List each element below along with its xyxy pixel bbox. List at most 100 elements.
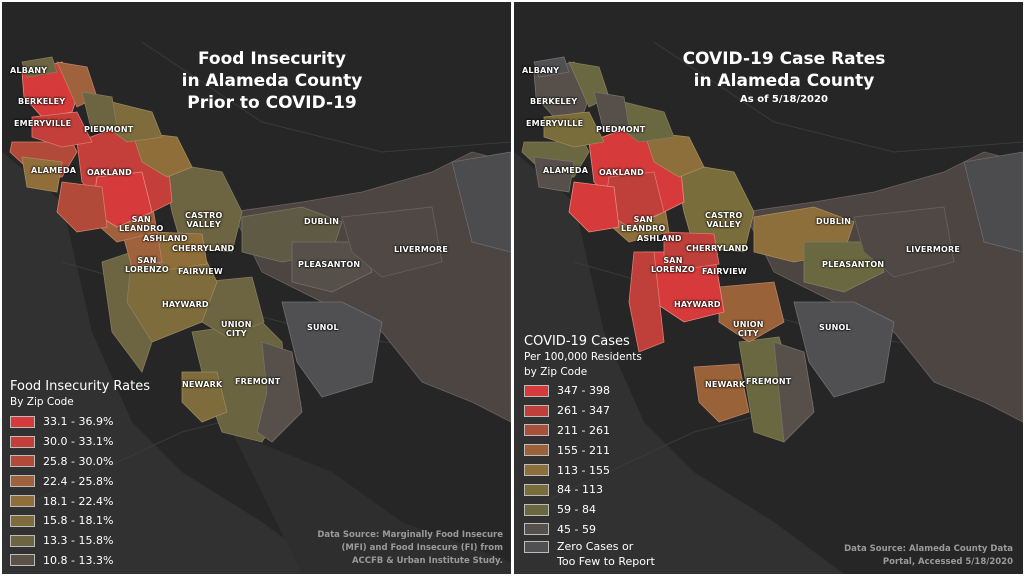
place-piedmont: PIEDMONT: [596, 125, 646, 134]
left-title-line-3: Prior to COVID-19: [187, 93, 357, 113]
place-cherryland: CHERRYLAND: [172, 244, 235, 253]
legend-swatch: [10, 554, 35, 567]
place-union-city: UNION CITY: [733, 320, 764, 338]
legend-label: 211 - 261: [557, 423, 610, 437]
right-map-subtitle: As of 5/18/2020: [740, 94, 828, 105]
place-pleasanton: PLEASANTON: [298, 260, 361, 269]
legend-item-zero-cases: Zero Cases or Too Few to Report: [524, 539, 655, 573]
legend-item: 113 - 155: [524, 460, 655, 480]
legend-label: 30.0 - 33.1%: [43, 435, 114, 449]
food-insecurity-map-panel: Food Insecurity in Alameda County Prior …: [2, 2, 511, 574]
place-fairview: FAIRVIEW: [178, 267, 223, 276]
legend-subtitle: By Zip Code: [10, 396, 74, 408]
legend-item: 22.4 - 25.8%: [10, 471, 150, 491]
right-title-line-2: in Alameda County: [693, 71, 875, 91]
legend-label: 15.8 - 18.1%: [43, 514, 114, 528]
legend-label: 84 - 113: [557, 483, 603, 497]
place-castro-valley: CASTRO VALLEY: [185, 211, 223, 229]
legend-swatch: [10, 455, 35, 468]
legend-label: 347 - 398: [557, 384, 610, 398]
legend-label: 33.1 - 36.9%: [43, 415, 114, 429]
right-source-line-2: Portal, Accessed 5/18/2020: [882, 557, 1013, 567]
place-dublin: DUBLIN: [816, 217, 852, 226]
legend-label: 155 - 211: [557, 443, 610, 457]
legend-label: 59 - 84: [557, 503, 596, 517]
place-castro-valley: CASTRO VALLEY: [705, 211, 743, 229]
left-source-line-1: Data Source: Marginally Food Insecure: [317, 530, 503, 540]
place-san-leandro: SAN LEANDRO: [621, 215, 666, 233]
left-source-line-3: ACCFB & Urban Institute Study.: [351, 556, 503, 566]
legend-item: 10.8 - 13.3%: [10, 551, 150, 571]
place-livermore: LIVERMORE: [394, 245, 449, 254]
legend-label: Zero Cases or Too Few to Report: [557, 539, 655, 569]
legend-item: 59 - 84: [524, 500, 655, 520]
legend-title-line-3: by Zip Code: [524, 366, 588, 378]
place-sunol: SUNOL: [819, 323, 851, 332]
legend-item: 30.0 - 33.1%: [10, 432, 150, 452]
place-berkeley: BERKELEY: [530, 97, 578, 106]
covid-cases-legend: COVID-19 Cases Per 100,000 Residents by …: [524, 333, 655, 573]
zero-label-line-2: Too Few to Report: [557, 555, 655, 569]
legend-label: 261 - 347: [557, 404, 610, 418]
left-title-line-2: in Alameda County: [181, 71, 363, 91]
place-san-leandro: SAN LEANDRO: [119, 215, 164, 233]
left-source-line-2: (MFI) and Food Insecure (FI) from: [341, 543, 504, 553]
place-livermore: LIVERMORE: [906, 245, 961, 254]
food-insecurity-legend: Food Insecurity Rates By Zip Code 33.1 -…: [10, 378, 150, 570]
legend-label: 45 - 59: [557, 522, 596, 536]
place-union-city: UNION CITY: [221, 320, 252, 338]
legend-item: 25.8 - 30.0%: [10, 452, 150, 472]
left-title-line-1: Food Insecurity: [197, 49, 347, 69]
legend-label: 22.4 - 25.8%: [43, 474, 114, 488]
legend-swatch: [10, 435, 35, 448]
legend-swatch: [10, 534, 35, 547]
legend-title: Food Insecurity Rates: [10, 379, 150, 394]
legend-label: 10.8 - 13.3%: [43, 553, 114, 567]
place-fremont: FREMONT: [235, 377, 281, 386]
legend-swatch: [10, 415, 35, 428]
place-fremont: FREMONT: [746, 377, 792, 386]
covid-case-rates-map: [514, 2, 1023, 574]
place-emeryville: EMERYVILLE: [14, 119, 72, 128]
place-pleasanton: PLEASANTON: [822, 260, 885, 269]
right-source-line-1: Data Source: Alameda County Data: [844, 544, 1013, 554]
place-san-lorenzo: SAN LORENZO: [125, 256, 169, 274]
legend-item: 84 - 113: [524, 480, 655, 500]
legend-item: 13.3 - 15.8%: [10, 531, 150, 551]
place-sunol: SUNOL: [307, 323, 339, 332]
legend-swatch: [524, 483, 549, 496]
legend-swatch: [524, 464, 549, 477]
place-newark: NEWARK: [182, 380, 223, 389]
legend-item: 155 - 211: [524, 440, 655, 460]
legend-swatch: [524, 523, 549, 536]
left-data-source: Data Source: Marginally Food Insecure (M…: [273, 529, 503, 568]
legend-title-line-1: COVID-19 Cases: [524, 334, 630, 349]
legend-title-line-2: Per 100,000 Residents: [524, 351, 642, 363]
place-oakland: OAKLAND: [87, 168, 133, 177]
place-berkeley: BERKELEY: [18, 97, 66, 106]
legend-label: 18.1 - 22.4%: [43, 494, 114, 508]
place-san-lorenzo: SAN LORENZO: [651, 256, 695, 274]
place-hayward: HAYWARD: [162, 300, 209, 309]
place-ashland: ASHLAND: [143, 234, 188, 243]
place-fairview: FAIRVIEW: [702, 267, 747, 276]
right-data-source: Data Source: Alameda County Data Portal,…: [793, 543, 1013, 569]
place-piedmont: PIEDMONT: [84, 125, 134, 134]
legend-swatch: [524, 384, 549, 397]
place-albany: ALBANY: [10, 66, 48, 75]
legend-item: 15.8 - 18.1%: [10, 511, 150, 531]
legend-swatch: [10, 514, 35, 527]
legend-item: 261 - 347: [524, 401, 655, 421]
legend-item: 347 - 398: [524, 381, 655, 401]
place-hayward: HAYWARD: [674, 300, 721, 309]
place-ashland: ASHLAND: [637, 234, 682, 243]
place-emeryville: EMERYVILLE: [526, 119, 584, 128]
place-cherryland: CHERRYLAND: [686, 244, 749, 253]
legend-item: 45 - 59: [524, 520, 655, 540]
place-alameda: ALAMEDA: [31, 166, 77, 175]
place-alameda: ALAMEDA: [543, 166, 589, 175]
place-albany: ALBANY: [522, 66, 560, 75]
food-insecurity-map: [2, 2, 511, 574]
legend-swatch: [524, 444, 549, 457]
